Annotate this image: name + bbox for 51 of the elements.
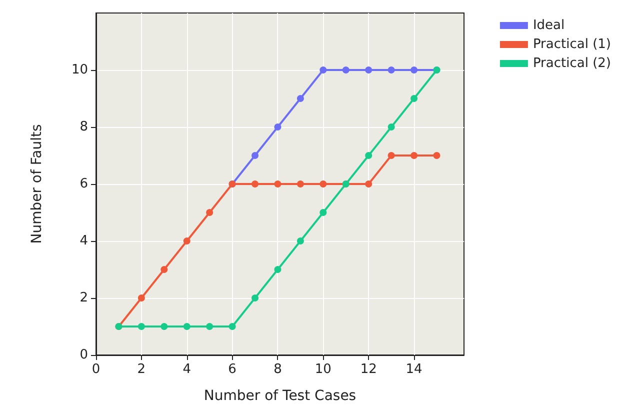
point [160, 266, 168, 273]
point [410, 152, 418, 159]
point [274, 124, 282, 130]
x-tick-label: 6 [228, 362, 236, 377]
legend-label: Practical (1) [532, 37, 612, 52]
point [206, 323, 214, 330]
point [206, 209, 214, 216]
y-tick-label: 4 [80, 234, 88, 248]
point [296, 238, 304, 244]
point [138, 294, 145, 302]
x-tick-label: 10 [314, 362, 332, 377]
x-tick-label: 4 [182, 362, 192, 377]
point [388, 124, 395, 130]
point [388, 66, 395, 74]
point [252, 294, 259, 302]
point [365, 152, 372, 159]
point [365, 66, 372, 74]
point [274, 266, 282, 273]
point [252, 152, 259, 159]
y-tick-label: 0 [80, 348, 88, 362]
point [274, 180, 282, 188]
legend-label: Practical (2) [532, 56, 612, 71]
point [342, 66, 350, 74]
point [138, 323, 145, 330]
x-tick-label: 0 [92, 362, 100, 377]
point [160, 323, 168, 330]
point [296, 95, 304, 102]
point [320, 180, 327, 188]
point [296, 180, 304, 188]
point [433, 152, 440, 159]
y-tick-label: 6 [80, 176, 88, 192]
point [320, 66, 327, 74]
y-tick-label: 8 [80, 120, 88, 134]
x-axis-title: Number of Test Cases [204, 388, 356, 404]
legend-label: Ideal [532, 18, 565, 33]
x-tick-label: 14 [406, 362, 422, 377]
y-tick-label: 2 [80, 290, 88, 306]
point [183, 323, 190, 330]
point [320, 209, 327, 216]
x-tick-label: 8 [274, 362, 282, 377]
point [410, 95, 418, 102]
point [410, 66, 418, 74]
point [252, 180, 259, 188]
point [228, 323, 236, 330]
y-tick-label: 10 [71, 62, 88, 78]
x-tick-label: 12 [360, 362, 377, 377]
point [183, 238, 190, 244]
point [388, 152, 395, 159]
y-axis-title: Number of Faults [29, 124, 45, 244]
x-tick-label: 2 [137, 362, 146, 377]
point [365, 180, 372, 188]
